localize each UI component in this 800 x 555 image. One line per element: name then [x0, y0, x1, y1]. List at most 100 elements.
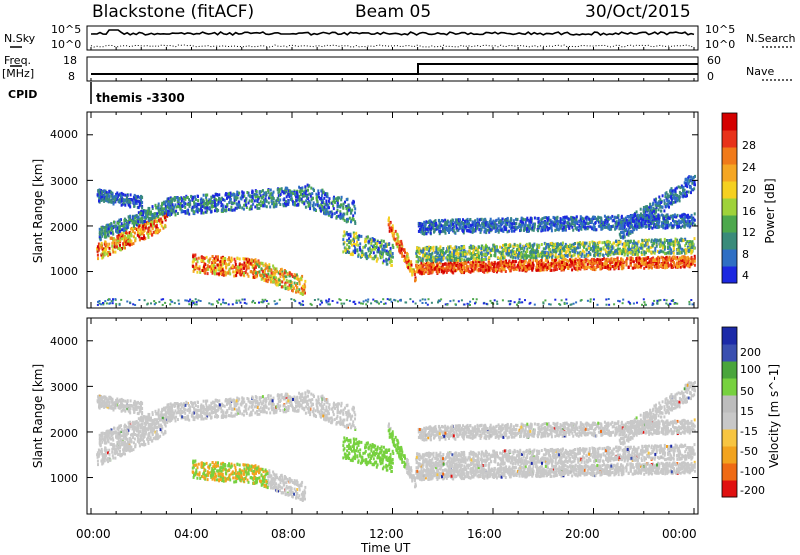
- power-cell: [569, 244, 571, 247]
- power-cell: [615, 240, 617, 243]
- power-cell: [428, 253, 430, 256]
- power-cell: [141, 207, 143, 210]
- power-cell: [578, 243, 580, 246]
- power-cell: [315, 193, 317, 196]
- power-cell: [159, 218, 161, 221]
- power-cell: [151, 217, 153, 220]
- power-cell: [425, 264, 427, 267]
- power-cell: [196, 271, 198, 274]
- power-cell: [217, 264, 219, 267]
- power-cell: [478, 256, 480, 259]
- power-cell: [664, 266, 666, 269]
- power-cell: [281, 272, 283, 275]
- power-cell: [342, 250, 344, 253]
- power-cell: [442, 267, 444, 270]
- power-cell: [624, 254, 626, 257]
- power-cell: [127, 242, 129, 245]
- power-cell: [216, 210, 218, 213]
- power-cell: [612, 265, 614, 268]
- power-cell: [265, 274, 267, 277]
- power-cell: [446, 271, 448, 274]
- power-cell: [691, 256, 693, 259]
- power-cell: [453, 267, 455, 270]
- power-cell: [351, 209, 353, 212]
- power-cell: [623, 250, 625, 253]
- power-cell: [385, 243, 387, 246]
- power-cell: [451, 253, 453, 256]
- power-cell: [183, 197, 185, 200]
- power-cell: [216, 272, 218, 275]
- power-cell: [485, 263, 487, 266]
- power-cell: [194, 195, 196, 198]
- power-cell: [670, 259, 672, 262]
- power-cell: [104, 228, 106, 231]
- power-cell: [140, 220, 142, 223]
- power-cell: [456, 246, 458, 249]
- power-cell: [503, 257, 505, 260]
- power-cell: [194, 258, 196, 261]
- power-cell: [406, 258, 408, 261]
- power-cell: [238, 192, 240, 195]
- power-cell: [204, 257, 206, 260]
- power-cell: [243, 204, 245, 207]
- power-cell: [183, 201, 185, 204]
- power-cell: [155, 220, 157, 223]
- power-cell: [341, 215, 343, 218]
- power-cell: [294, 273, 296, 276]
- power-cell: [354, 247, 356, 250]
- power-cell: [512, 260, 514, 263]
- power-cell: [566, 263, 568, 266]
- power-cell: [581, 243, 583, 246]
- power-cell: [246, 191, 248, 194]
- power-cell: [287, 273, 289, 276]
- power-cell: [265, 267, 267, 270]
- power-cell: [515, 260, 517, 263]
- power-cell: [556, 242, 558, 245]
- power-cell: [468, 270, 470, 273]
- power-cell: [424, 248, 426, 251]
- power-cell: [473, 258, 475, 261]
- power-cell: [105, 241, 107, 244]
- power-cell: [234, 260, 236, 263]
- power-cell: [694, 260, 696, 263]
- power-cell: [354, 211, 356, 214]
- power-cell: [457, 259, 459, 262]
- power-cell: [378, 248, 380, 251]
- power-cell: [555, 253, 557, 256]
- power-cell: [577, 255, 579, 258]
- power-cell: [673, 255, 675, 258]
- power-cell: [236, 193, 238, 196]
- power-cell: [650, 265, 652, 268]
- power-cell: [142, 228, 144, 231]
- power-cell: [414, 279, 416, 282]
- power-cell: [129, 199, 131, 202]
- power-cell: [215, 255, 217, 258]
- power-cell: [641, 262, 643, 265]
- power-cell: [536, 265, 538, 268]
- power-cell: [343, 230, 345, 233]
- power-cell: [483, 247, 485, 250]
- power-cell: [578, 262, 580, 265]
- power-cell: [447, 266, 449, 269]
- power-cell: [381, 239, 383, 242]
- power-cell: [630, 251, 632, 254]
- power-cell: [328, 200, 330, 203]
- power-cell: [445, 251, 447, 254]
- power-cell: [300, 193, 302, 196]
- power-cell: [382, 253, 384, 256]
- power-cell: [245, 264, 247, 267]
- power-cell: [285, 187, 287, 190]
- power-cell: [628, 266, 630, 269]
- power-cell: [666, 261, 668, 264]
- power-cell: [344, 219, 346, 222]
- power-cell: [138, 235, 140, 238]
- power-cell: [170, 206, 172, 209]
- power-cell: [670, 239, 672, 242]
- power-cell: [227, 272, 229, 275]
- power-cell: [152, 205, 154, 208]
- power-cell: [472, 245, 474, 248]
- power-cell: [348, 209, 350, 212]
- power-cell: [429, 264, 431, 267]
- power-cell: [431, 263, 433, 266]
- power-cell: [177, 205, 179, 208]
